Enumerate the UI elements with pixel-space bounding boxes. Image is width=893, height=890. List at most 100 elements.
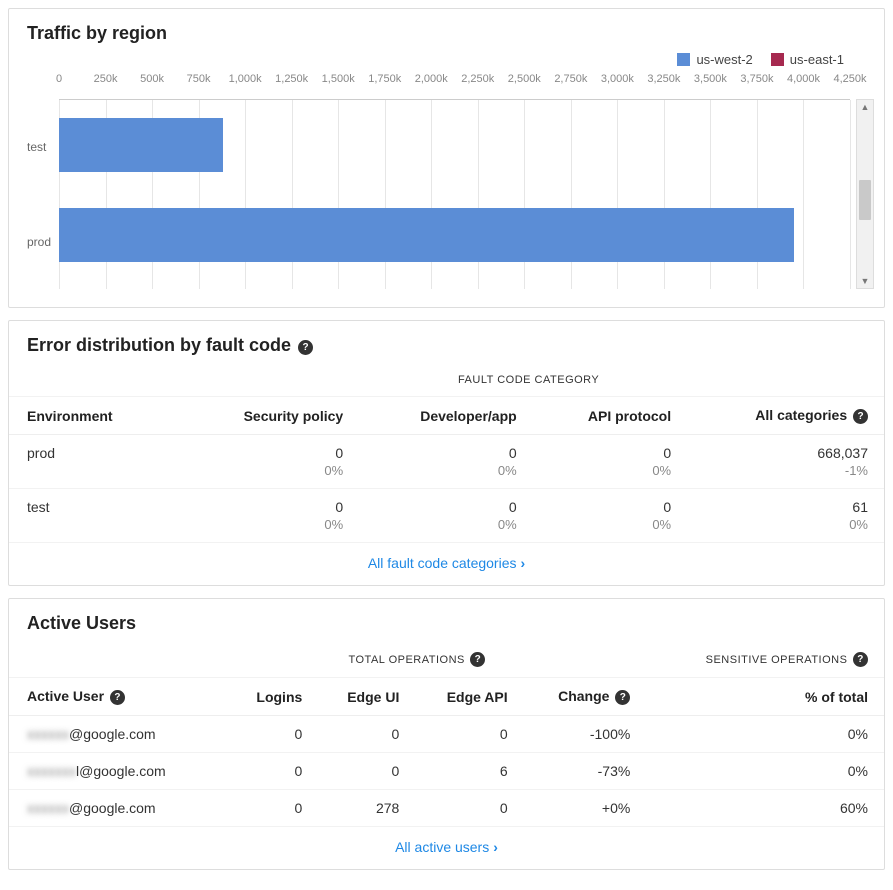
x-tick: 1,000k [229,73,262,85]
total-operations-header: TOTAL OPERATIONS ? [318,642,523,678]
cell-edge-ui: 278 [318,790,415,827]
legend-item-us-east-1[interactable]: us-east-1 [771,52,844,67]
x-tick: 0 [56,73,62,85]
cell-pct: 0% [646,716,884,753]
legend-label: us-west-2 [696,52,752,67]
help-icon[interactable]: ? [853,652,868,667]
traffic-by-region-card: Traffic by region us-west-2 us-east-1 te… [8,8,885,308]
traffic-chart-title: Traffic by region [9,9,884,52]
chevron-right-icon: › [520,555,525,571]
col-all-categories-text: All categories [755,407,851,423]
cell-logins: 0 [229,753,318,790]
cell-all: 610% [687,489,884,543]
x-tick: 1,750k [368,73,401,85]
cell-edge-api: 6 [415,753,523,790]
scroll-down-arrow-icon[interactable]: ▼ [861,274,870,288]
error-table-group-header-row: FAULT CODE CATEGORY [9,364,884,397]
x-tick: 3,250k [647,73,680,85]
active-users-card: Active Users TOTAL OPERATIONS ? SENSITIV… [8,598,885,870]
cell-user: xxxxxx@google.com [9,716,229,753]
cell-env: prod [9,435,181,489]
cell-security: 00% [181,489,359,543]
col-change[interactable]: Change ? [524,678,647,716]
chart-scrollbar[interactable]: ▲ ▼ [856,99,874,289]
col-all-categories[interactable]: All categories ? [687,397,884,435]
cell-env: test [9,489,181,543]
table-row[interactable]: xxxxxx@google.com000-100%0% [9,716,884,753]
bar-row-test [59,118,850,172]
col-security-policy[interactable]: Security policy [181,397,359,435]
x-tick: 2,250k [461,73,494,85]
cell-logins: 0 [229,790,318,827]
col-pct-total[interactable]: % of total [646,678,884,716]
help-icon[interactable]: ? [298,340,313,355]
cell-edge-ui: 0 [318,716,415,753]
bar-row-prod [59,208,850,262]
x-tick: 750k [187,73,211,85]
x-tick: 3,000k [601,73,634,85]
cell-edge-api: 0 [415,790,523,827]
table-row[interactable]: prod00%00%00%668,037-1% [9,435,884,489]
footer-link-text: All fault code categories [368,555,517,571]
users-table-footer: All active users› [9,827,884,869]
x-tick: 1,500k [322,73,355,85]
error-table-title-text: Error distribution by fault code [27,335,296,355]
x-tick: 500k [140,73,164,85]
col-environment[interactable]: Environment [9,397,181,435]
help-icon[interactable]: ? [110,690,125,705]
legend-swatch-us-west-2 [677,53,690,66]
x-tick: 1,250k [275,73,308,85]
active-users-title: Active Users [9,599,884,642]
col-api-protocol[interactable]: API protocol [533,397,687,435]
bar-test-us-west-2[interactable] [59,118,223,172]
help-icon[interactable]: ? [470,652,485,667]
legend-item-us-west-2[interactable]: us-west-2 [677,52,752,67]
scroll-thumb[interactable] [859,180,871,220]
x-tick: 250k [94,73,118,85]
table-row[interactable]: xxxxxx@google.com02780+0%60% [9,790,884,827]
sensitive-ops-text: SENSITIVE OPERATIONS [706,654,851,666]
chart-legend: us-west-2 us-east-1 [9,52,884,73]
help-icon[interactable]: ? [615,690,630,705]
cell-api: 00% [533,489,687,543]
x-tick: 2,750k [554,73,587,85]
col-edge-api[interactable]: Edge API [415,678,523,716]
y-label-prod: prod [27,212,51,272]
table-row[interactable]: xxxxxxxl@google.com006-73%0% [9,753,884,790]
help-icon[interactable]: ? [853,409,868,424]
footer-link-text: All active users [395,839,489,855]
users-table-header-row: Active User ? Logins Edge UI Edge API Ch… [9,678,884,716]
scroll-up-arrow-icon[interactable]: ▲ [861,100,870,114]
fault-code-category-header: FAULT CODE CATEGORY [181,364,884,397]
x-tick: 4,000k [787,73,820,85]
x-tick: 4,250k [833,73,866,85]
chevron-right-icon: › [493,839,498,855]
all-active-users-link[interactable]: All active users› [395,839,498,855]
cell-change: -100% [524,716,647,753]
y-label-test: test [27,117,51,177]
col-change-text: Change [558,688,613,704]
all-fault-code-categories-link[interactable]: All fault code categories› [368,555,525,571]
error-distribution-card: Error distribution by fault code ? FAULT… [8,320,885,586]
table-row[interactable]: test00%00%00%610% [9,489,884,543]
x-tick: 3,750k [740,73,773,85]
error-table-footer: All fault code categories› [9,543,884,585]
sensitive-operations-header: SENSITIVE OPERATIONS ? [646,642,884,678]
cell-devapp: 00% [359,489,533,543]
col-active-user[interactable]: Active User ? [9,678,229,716]
chart-plot[interactable] [59,99,850,289]
cell-logins: 0 [229,716,318,753]
legend-swatch-us-east-1 [771,53,784,66]
legend-label: us-east-1 [790,52,844,67]
cell-pct: 0% [646,753,884,790]
cell-change: -73% [524,753,647,790]
col-logins[interactable]: Logins [229,678,318,716]
col-edge-ui[interactable]: Edge UI [318,678,415,716]
x-tick: 2,500k [508,73,541,85]
total-ops-text: TOTAL OPERATIONS [348,654,468,666]
x-tick: 2,000k [415,73,448,85]
cell-devapp: 00% [359,435,533,489]
col-developer-app[interactable]: Developer/app [359,397,533,435]
error-table-header-row: Environment Security policy Developer/ap… [9,397,884,435]
bar-prod-us-west-2[interactable] [59,208,794,262]
